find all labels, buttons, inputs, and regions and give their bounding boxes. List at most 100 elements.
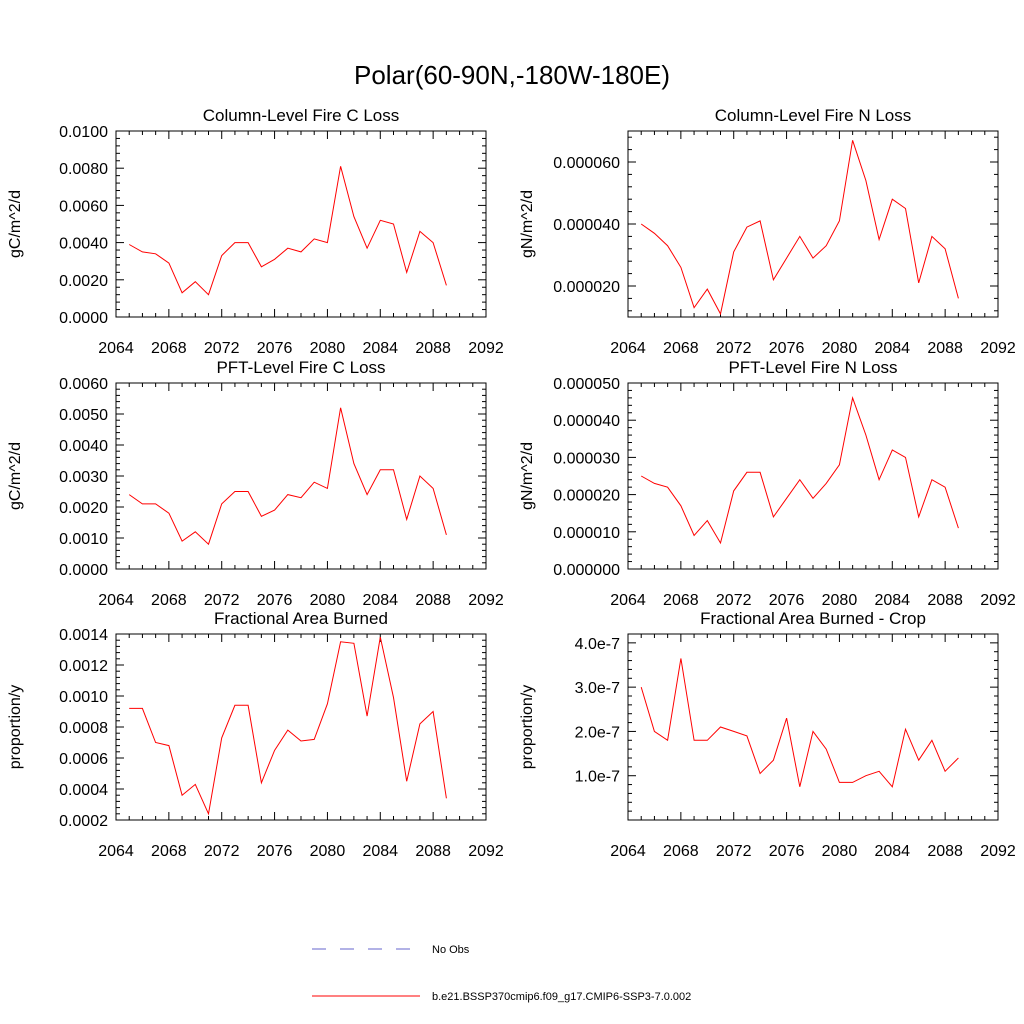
x-tick-label: 2076 — [769, 340, 805, 357]
x-tick-label: 2084 — [362, 843, 398, 860]
chart-panels: Column-Level Fire C Loss gC/m^2/d 2064 2068… — [7, 106, 1016, 860]
y-tick-label: 0.0004 — [59, 782, 108, 799]
y-tick-label: 0.0014 — [59, 627, 108, 644]
x-tick-label: 2084 — [874, 843, 910, 860]
x-tick-label: 2076 — [769, 843, 805, 860]
x-tick-label: 2064 — [610, 340, 646, 357]
y-axis-label: gC/m^2/d — [7, 442, 24, 510]
panel-title: Fractional Area Burned - Crop — [700, 609, 926, 628]
series-line — [640, 140, 959, 316]
plot-frame — [627, 382, 999, 570]
plot-frame — [115, 130, 487, 318]
x-tick-label: 2076 — [257, 340, 293, 357]
series-line — [640, 658, 959, 788]
chart-panel-1: Column-Level Fire C Loss gC/m^2/d 2064 2068… — [7, 106, 504, 357]
chart-panel-6: Fractional Area Burned - Crop proportion/… — [519, 609, 1016, 860]
y-tick-label: 0.0012 — [59, 658, 108, 675]
x-tick-label: 2092 — [980, 340, 1016, 357]
x-tick-label: 2088 — [927, 340, 963, 357]
x-tick-label: 2068 — [663, 340, 699, 357]
y-axis-label: gN/m^2/d — [519, 190, 536, 258]
y-tick-label: 0.0050 — [59, 407, 108, 424]
x-tick-label: 2092 — [468, 592, 504, 609]
chart-panel-2: Column-Level Fire N Loss gN/m^2/d 2064 2068… — [519, 106, 1016, 357]
x-tick-label: 2072 — [204, 340, 240, 357]
x-tick-label: 2084 — [362, 592, 398, 609]
x-tick-label: 2068 — [151, 340, 187, 357]
plot-frame — [627, 130, 999, 318]
y-axis-label: proportion/y — [7, 685, 24, 770]
y-tick-label: 0.0010 — [59, 689, 108, 706]
panel-title: PFT-Level Fire N Loss — [728, 358, 897, 377]
panel-title: Column-Level Fire C Loss — [203, 106, 400, 125]
y-tick-label: 0.000020 — [553, 488, 620, 505]
chart-panel-3: PFT-Level Fire C Loss gC/m^2/d 2064 2068 207… — [7, 358, 504, 609]
y-tick-label: 0.0080 — [59, 161, 108, 178]
x-tick-label: 2072 — [716, 340, 752, 357]
legend-label-model: b.e21.BSSP370cmip6.f09_g17.CMIP6-SSP3-7.… — [432, 991, 691, 1003]
y-tick-label: 0.000010 — [553, 525, 620, 542]
y-tick-label: 0.0020 — [59, 500, 108, 517]
panel-title: Column-Level Fire N Loss — [715, 106, 912, 125]
y-tick-label: 0.0006 — [59, 751, 108, 768]
x-tick-label: 2080 — [822, 843, 858, 860]
x-tick-label: 2092 — [468, 340, 504, 357]
y-tick-label: 0.000000 — [553, 562, 620, 579]
x-tick-label: 2064 — [98, 592, 134, 609]
x-tick-label: 2088 — [927, 843, 963, 860]
y-tick-label: 0.0040 — [59, 438, 108, 455]
x-tick-label: 2068 — [663, 592, 699, 609]
x-tick-label: 2064 — [98, 843, 134, 860]
x-tick-label: 2072 — [716, 843, 752, 860]
y-tick-label: 0.000040 — [553, 413, 620, 430]
y-tick-label: 0.0020 — [59, 273, 108, 290]
x-tick-label: 2088 — [927, 592, 963, 609]
plot-frame — [115, 382, 487, 570]
y-tick-label: 3.0e-7 — [575, 680, 620, 697]
x-tick-label: 2092 — [468, 843, 504, 860]
x-tick-label: 2080 — [310, 592, 346, 609]
chart-panel-4: PFT-Level Fire N Loss gN/m^2/d 2064 2068 207… — [519, 358, 1016, 609]
panel-title: PFT-Level Fire C Loss — [216, 358, 385, 377]
chart-panel-5: Fractional Area Burned proportion/y 2064 20… — [7, 609, 504, 860]
y-tick-label: 0.0100 — [59, 124, 108, 141]
y-tick-label: 0.0010 — [59, 531, 108, 548]
series-line — [640, 396, 959, 545]
x-tick-label: 2076 — [257, 592, 293, 609]
x-tick-label: 2092 — [980, 592, 1016, 609]
series-line — [128, 166, 447, 296]
x-tick-label: 2080 — [822, 340, 858, 357]
x-tick-label: 2088 — [415, 340, 451, 357]
plot-frame — [115, 633, 487, 821]
x-tick-label: 2084 — [362, 340, 398, 357]
x-tick-label: 2068 — [151, 843, 187, 860]
legend: No Obs b.e21.BSSP370cmip6.f09_g17.CMIP6-… — [312, 944, 691, 1003]
figure-title: Polar(60-90N,-180W-180E) — [354, 60, 670, 90]
y-tick-label: 0.0040 — [59, 236, 108, 253]
y-tick-label: 2.0e-7 — [575, 724, 620, 741]
x-tick-label: 2080 — [310, 340, 346, 357]
y-tick-label: 0.000050 — [553, 376, 620, 393]
x-tick-label: 2068 — [663, 843, 699, 860]
y-tick-label: 0.0002 — [59, 813, 108, 830]
x-tick-label: 2072 — [716, 592, 752, 609]
x-tick-label: 2072 — [204, 843, 240, 860]
x-tick-label: 2064 — [610, 843, 646, 860]
y-tick-label: 0.000030 — [553, 450, 620, 467]
plot-frame — [627, 633, 999, 821]
y-tick-label: 1.0e-7 — [575, 769, 620, 786]
x-tick-label: 2088 — [415, 592, 451, 609]
y-tick-label: 0.0030 — [59, 469, 108, 486]
x-tick-label: 2092 — [980, 843, 1016, 860]
y-tick-label: 0.0008 — [59, 720, 108, 737]
x-tick-label: 2068 — [151, 592, 187, 609]
x-tick-label: 2080 — [310, 843, 346, 860]
x-tick-label: 2084 — [874, 592, 910, 609]
y-tick-label: 0.0000 — [59, 562, 108, 579]
x-tick-label: 2080 — [822, 592, 858, 609]
y-tick-label: 4.0e-7 — [575, 636, 620, 653]
y-axis-label: proportion/y — [519, 685, 536, 770]
x-tick-label: 2076 — [769, 592, 805, 609]
